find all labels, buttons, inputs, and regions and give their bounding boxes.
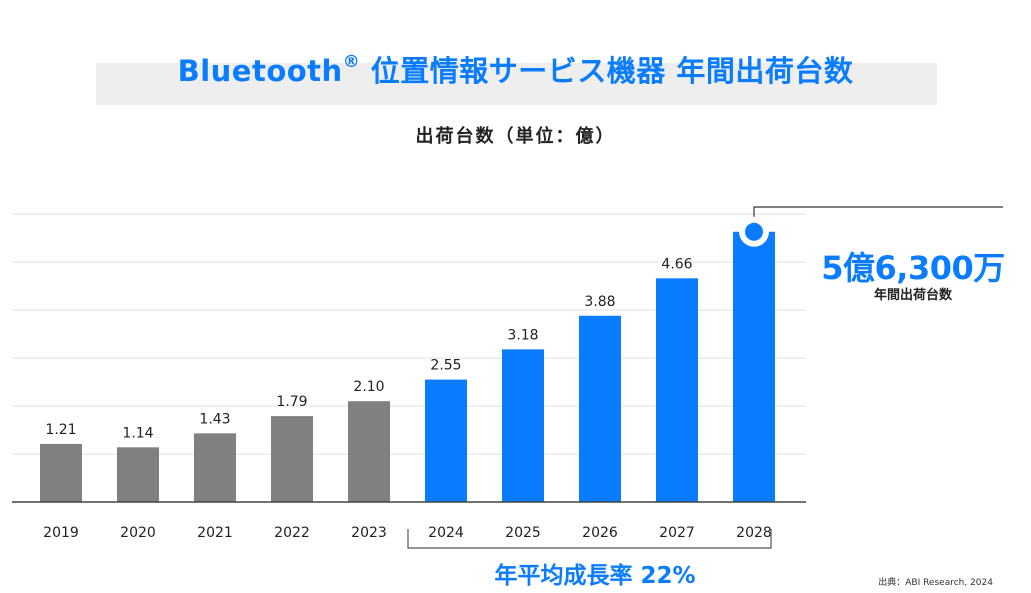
bar-2019 bbox=[40, 443, 82, 502]
tick-label-2023: 2023 bbox=[351, 525, 387, 541]
tick-label-2020: 2020 bbox=[120, 525, 156, 541]
bar-2028 bbox=[733, 231, 775, 502]
bar-2021 bbox=[194, 433, 236, 502]
value-label-2025: 3.18 bbox=[507, 327, 538, 343]
tick-label-2024: 2024 bbox=[428, 525, 464, 541]
value-label-2020: 1.14 bbox=[122, 425, 153, 441]
value-label-2023: 2.10 bbox=[353, 379, 384, 395]
bar-2023 bbox=[348, 401, 390, 502]
callout-value: 5億6,300万 bbox=[821, 249, 1005, 287]
bar-2020 bbox=[117, 447, 159, 502]
tick-label-2019: 2019 bbox=[43, 525, 79, 541]
tick-label-2026: 2026 bbox=[582, 525, 618, 541]
chart-subtitle: 出荷台数（単位：億） bbox=[415, 126, 616, 147]
tick-label-2022: 2022 bbox=[274, 525, 310, 541]
page-title: Bluetooth® 位置情報サービス機器 年間出荷台数 bbox=[0, 48, 1031, 90]
bar-2026 bbox=[579, 315, 621, 502]
tick-label-2021: 2021 bbox=[197, 525, 233, 541]
value-label-2021: 1.43 bbox=[199, 411, 230, 427]
title-brand: Bluetooth bbox=[177, 54, 343, 88]
value-label-2027: 4.66 bbox=[661, 256, 692, 272]
value-label-2024: 2.55 bbox=[430, 358, 461, 374]
cagr-label: 年平均成長率 22% bbox=[494, 563, 696, 589]
tick-label-2027: 2027 bbox=[659, 525, 695, 541]
value-label-2026: 3.88 bbox=[584, 294, 615, 310]
callout-marker-dot bbox=[745, 222, 763, 241]
tick-label-2028: 2028 bbox=[736, 525, 772, 541]
bar-2024 bbox=[425, 379, 467, 502]
forecast-bracket bbox=[407, 529, 772, 549]
title-rest: 位置情報サービス機器 年間出荷台数 bbox=[360, 54, 854, 88]
registered-mark: ® bbox=[342, 52, 361, 72]
bar-2025 bbox=[502, 349, 544, 502]
bar-2027 bbox=[656, 278, 698, 502]
callout-leader-line bbox=[753, 206, 1003, 218]
value-label-2019: 1.21 bbox=[45, 422, 76, 438]
bar-2022 bbox=[271, 416, 313, 502]
title-band bbox=[96, 63, 937, 105]
value-label-2022: 1.79 bbox=[276, 394, 307, 410]
tick-label-2025: 2025 bbox=[505, 525, 541, 541]
source-note: 出典：ABI Research, 2024 bbox=[878, 578, 993, 588]
callout-caption: 年間出荷台数 bbox=[873, 288, 952, 303]
